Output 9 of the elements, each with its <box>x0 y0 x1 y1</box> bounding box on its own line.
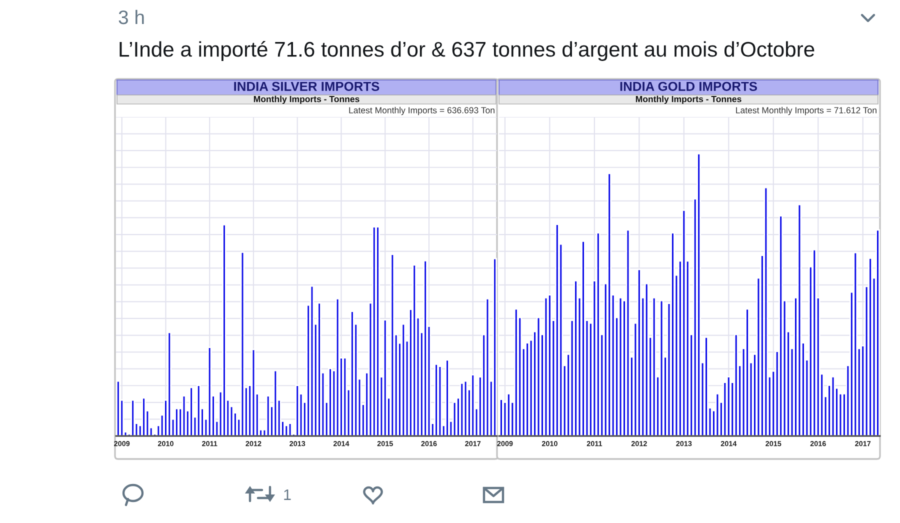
text: 3 h <box>118 10 144 24</box>
text: Latest Monthly Imports = 636.693 Ton <box>349 106 494 116</box>
chart-subtitle: Monthly Imports - Tonnes <box>636 96 742 104</box>
text: 1 <box>284 489 291 500</box>
text: L’Inde a importé 71.6 tonnes d’or & 637 tonnes d’argent au mois d’Octobre <box>120 41 814 61</box>
chart-title: INDIA GOLD IMPORTS <box>620 82 757 91</box>
text: Latest Monthly Imports = 71.612 Ton <box>736 106 876 116</box>
chart-title: INDIA SILVER IMPORTS <box>234 82 380 91</box>
chart-subtitle: Monthly Imports - Tonnes <box>254 96 360 104</box>
